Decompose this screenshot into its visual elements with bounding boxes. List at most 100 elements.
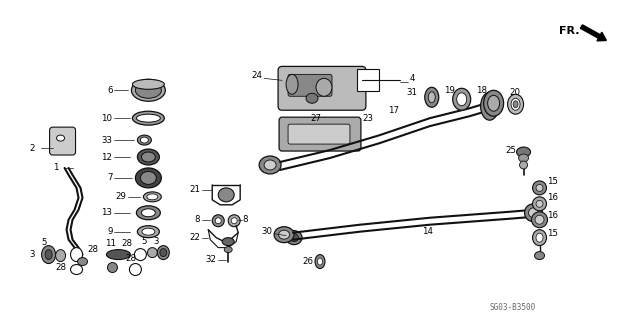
Text: 1: 1 bbox=[53, 163, 59, 173]
FancyBboxPatch shape bbox=[288, 74, 332, 96]
Text: 5: 5 bbox=[41, 238, 47, 247]
Ellipse shape bbox=[484, 90, 504, 116]
Ellipse shape bbox=[108, 263, 118, 272]
FancyBboxPatch shape bbox=[49, 127, 76, 155]
Ellipse shape bbox=[532, 197, 547, 211]
Text: 15: 15 bbox=[547, 229, 559, 238]
Ellipse shape bbox=[106, 249, 131, 260]
Ellipse shape bbox=[286, 231, 302, 245]
Ellipse shape bbox=[516, 147, 531, 157]
Ellipse shape bbox=[141, 209, 156, 217]
Ellipse shape bbox=[518, 154, 529, 162]
Ellipse shape bbox=[141, 152, 156, 162]
Ellipse shape bbox=[536, 233, 543, 242]
Ellipse shape bbox=[224, 247, 232, 253]
Text: 16: 16 bbox=[547, 211, 559, 220]
Ellipse shape bbox=[289, 234, 298, 241]
Ellipse shape bbox=[457, 93, 467, 106]
Ellipse shape bbox=[529, 208, 538, 218]
Ellipse shape bbox=[129, 263, 141, 276]
Ellipse shape bbox=[42, 246, 56, 263]
Text: 18: 18 bbox=[476, 86, 486, 95]
Ellipse shape bbox=[306, 93, 318, 103]
FancyBboxPatch shape bbox=[278, 66, 366, 110]
Text: 24: 24 bbox=[251, 71, 262, 80]
Ellipse shape bbox=[274, 227, 294, 243]
Ellipse shape bbox=[259, 156, 281, 174]
Text: SG03-B3500: SG03-B3500 bbox=[490, 303, 536, 312]
Ellipse shape bbox=[228, 215, 240, 227]
Text: 28: 28 bbox=[87, 245, 98, 254]
FancyArrow shape bbox=[580, 25, 606, 41]
Ellipse shape bbox=[231, 218, 237, 224]
Ellipse shape bbox=[511, 98, 520, 110]
Ellipse shape bbox=[70, 248, 83, 262]
Ellipse shape bbox=[484, 98, 495, 114]
Text: 15: 15 bbox=[547, 177, 559, 186]
Ellipse shape bbox=[132, 111, 164, 125]
Ellipse shape bbox=[138, 149, 159, 165]
Ellipse shape bbox=[520, 161, 527, 169]
Ellipse shape bbox=[157, 246, 170, 260]
Text: 12: 12 bbox=[102, 152, 113, 161]
Ellipse shape bbox=[147, 248, 157, 257]
Ellipse shape bbox=[525, 204, 543, 222]
Ellipse shape bbox=[536, 200, 543, 207]
Text: 26: 26 bbox=[303, 257, 314, 266]
Ellipse shape bbox=[70, 264, 83, 274]
Ellipse shape bbox=[222, 238, 234, 246]
Text: 25: 25 bbox=[506, 145, 516, 154]
Ellipse shape bbox=[132, 79, 164, 89]
Text: 16: 16 bbox=[547, 193, 559, 202]
Text: 33: 33 bbox=[102, 136, 113, 145]
Ellipse shape bbox=[317, 258, 323, 265]
Ellipse shape bbox=[316, 78, 332, 96]
Ellipse shape bbox=[428, 92, 435, 103]
Text: 29: 29 bbox=[116, 192, 127, 201]
Ellipse shape bbox=[56, 135, 65, 141]
Ellipse shape bbox=[532, 181, 547, 195]
Ellipse shape bbox=[315, 255, 325, 269]
Text: 2: 2 bbox=[29, 144, 35, 152]
Text: 19: 19 bbox=[444, 86, 454, 95]
Text: 27: 27 bbox=[310, 114, 321, 123]
Text: 28: 28 bbox=[125, 254, 136, 263]
Text: 13: 13 bbox=[102, 208, 113, 217]
Ellipse shape bbox=[535, 215, 544, 224]
Ellipse shape bbox=[513, 101, 518, 108]
Ellipse shape bbox=[143, 192, 161, 202]
Ellipse shape bbox=[264, 160, 276, 170]
Ellipse shape bbox=[147, 194, 158, 200]
Text: 8: 8 bbox=[242, 215, 248, 224]
Text: 5: 5 bbox=[141, 237, 147, 246]
Ellipse shape bbox=[481, 92, 499, 120]
Ellipse shape bbox=[215, 218, 221, 224]
Text: 20: 20 bbox=[509, 88, 520, 97]
Text: 4: 4 bbox=[410, 74, 415, 83]
Ellipse shape bbox=[286, 74, 298, 94]
Ellipse shape bbox=[136, 168, 161, 188]
Ellipse shape bbox=[534, 252, 545, 260]
Ellipse shape bbox=[138, 226, 159, 238]
Ellipse shape bbox=[508, 94, 524, 114]
Ellipse shape bbox=[532, 212, 547, 228]
Text: 8: 8 bbox=[195, 215, 200, 224]
Text: 32: 32 bbox=[205, 255, 216, 264]
Ellipse shape bbox=[212, 215, 224, 227]
FancyBboxPatch shape bbox=[288, 124, 350, 144]
Ellipse shape bbox=[536, 184, 543, 191]
Text: 30: 30 bbox=[261, 227, 272, 236]
Text: 22: 22 bbox=[189, 233, 200, 242]
Text: 3: 3 bbox=[154, 237, 159, 246]
Text: FR.: FR. bbox=[559, 26, 580, 35]
Ellipse shape bbox=[77, 257, 88, 265]
Text: 3: 3 bbox=[29, 250, 35, 259]
Ellipse shape bbox=[45, 249, 52, 260]
Text: 11: 11 bbox=[105, 239, 116, 248]
Ellipse shape bbox=[56, 249, 65, 262]
Text: 14: 14 bbox=[422, 227, 433, 236]
Ellipse shape bbox=[131, 79, 165, 101]
FancyBboxPatch shape bbox=[279, 117, 361, 151]
Ellipse shape bbox=[452, 88, 470, 110]
Ellipse shape bbox=[134, 249, 147, 261]
